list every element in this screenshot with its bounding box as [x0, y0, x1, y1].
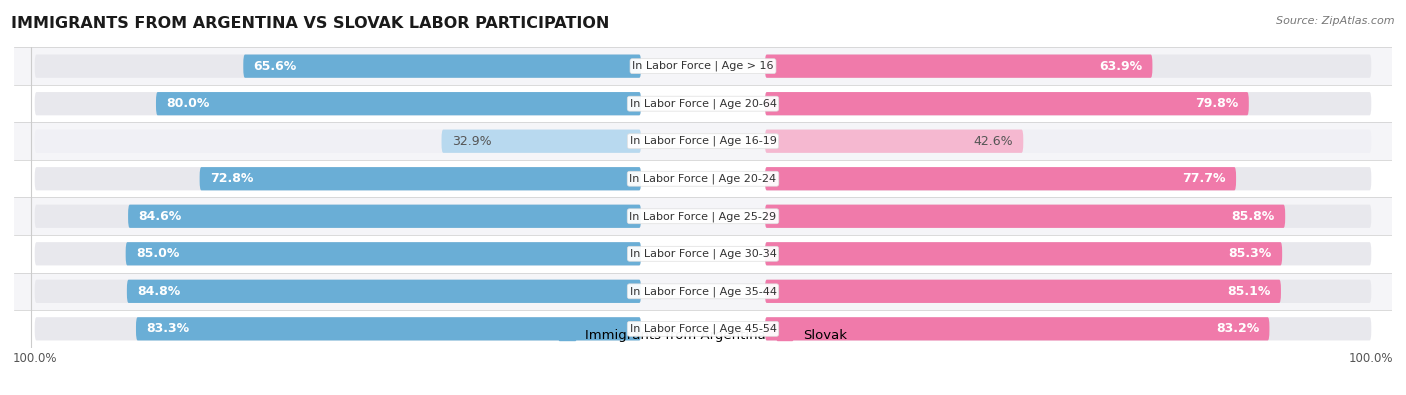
- FancyBboxPatch shape: [765, 55, 1371, 78]
- FancyBboxPatch shape: [128, 205, 641, 228]
- Text: In Labor Force | Age 16-19: In Labor Force | Age 16-19: [630, 136, 776, 147]
- Text: 85.3%: 85.3%: [1229, 247, 1272, 260]
- Bar: [14, 85, 1392, 122]
- Text: 85.1%: 85.1%: [1227, 285, 1271, 298]
- Bar: [14, 273, 1392, 310]
- Bar: [14, 160, 1392, 198]
- FancyBboxPatch shape: [765, 280, 1281, 303]
- FancyBboxPatch shape: [765, 205, 1285, 228]
- FancyBboxPatch shape: [765, 317, 1270, 340]
- FancyBboxPatch shape: [35, 242, 641, 265]
- Text: 32.9%: 32.9%: [451, 135, 492, 148]
- Text: 84.8%: 84.8%: [138, 285, 180, 298]
- Bar: [14, 122, 1392, 160]
- Text: In Labor Force | Age 20-64: In Labor Force | Age 20-64: [630, 98, 776, 109]
- FancyBboxPatch shape: [765, 55, 1153, 78]
- FancyBboxPatch shape: [765, 92, 1249, 115]
- Text: 42.6%: 42.6%: [973, 135, 1012, 148]
- FancyBboxPatch shape: [243, 55, 641, 78]
- FancyBboxPatch shape: [765, 242, 1282, 265]
- Text: In Labor Force | Age 30-34: In Labor Force | Age 30-34: [630, 248, 776, 259]
- FancyBboxPatch shape: [765, 167, 1236, 190]
- FancyBboxPatch shape: [127, 280, 641, 303]
- Text: 85.0%: 85.0%: [136, 247, 180, 260]
- FancyBboxPatch shape: [765, 317, 1371, 340]
- Text: 85.8%: 85.8%: [1232, 210, 1275, 223]
- Text: 84.6%: 84.6%: [138, 210, 181, 223]
- Bar: [14, 235, 1392, 273]
- FancyBboxPatch shape: [765, 130, 1371, 153]
- Legend: Immigrants from Argentina, Slovak: Immigrants from Argentina, Slovak: [554, 324, 852, 347]
- Text: In Labor Force | Age 35-44: In Labor Force | Age 35-44: [630, 286, 776, 297]
- FancyBboxPatch shape: [765, 205, 1371, 228]
- Bar: [14, 47, 1392, 85]
- Bar: [14, 310, 1392, 348]
- Text: 83.3%: 83.3%: [146, 322, 190, 335]
- FancyBboxPatch shape: [765, 92, 1371, 115]
- FancyBboxPatch shape: [441, 130, 641, 153]
- FancyBboxPatch shape: [765, 167, 1371, 190]
- FancyBboxPatch shape: [35, 167, 641, 190]
- Text: 79.8%: 79.8%: [1195, 97, 1239, 110]
- Text: In Labor Force | Age 20-24: In Labor Force | Age 20-24: [630, 173, 776, 184]
- Text: In Labor Force | Age 25-29: In Labor Force | Age 25-29: [630, 211, 776, 222]
- Text: 83.2%: 83.2%: [1216, 322, 1260, 335]
- Text: IMMIGRANTS FROM ARGENTINA VS SLOVAK LABOR PARTICIPATION: IMMIGRANTS FROM ARGENTINA VS SLOVAK LABO…: [11, 16, 610, 31]
- FancyBboxPatch shape: [35, 317, 641, 340]
- Text: 63.9%: 63.9%: [1099, 60, 1142, 73]
- Text: In Labor Force | Age > 16: In Labor Force | Age > 16: [633, 61, 773, 71]
- FancyBboxPatch shape: [765, 130, 1024, 153]
- FancyBboxPatch shape: [35, 92, 641, 115]
- FancyBboxPatch shape: [765, 242, 1371, 265]
- Text: Source: ZipAtlas.com: Source: ZipAtlas.com: [1277, 16, 1395, 26]
- FancyBboxPatch shape: [156, 92, 641, 115]
- FancyBboxPatch shape: [35, 205, 641, 228]
- Text: 65.6%: 65.6%: [253, 60, 297, 73]
- FancyBboxPatch shape: [765, 280, 1371, 303]
- FancyBboxPatch shape: [35, 55, 641, 78]
- Text: 77.7%: 77.7%: [1182, 172, 1226, 185]
- FancyBboxPatch shape: [200, 167, 641, 190]
- Text: 80.0%: 80.0%: [166, 97, 209, 110]
- Bar: [14, 198, 1392, 235]
- FancyBboxPatch shape: [125, 242, 641, 265]
- FancyBboxPatch shape: [136, 317, 641, 340]
- Text: 72.8%: 72.8%: [209, 172, 253, 185]
- FancyBboxPatch shape: [35, 130, 641, 153]
- FancyBboxPatch shape: [35, 280, 641, 303]
- Text: In Labor Force | Age 45-54: In Labor Force | Age 45-54: [630, 324, 776, 334]
